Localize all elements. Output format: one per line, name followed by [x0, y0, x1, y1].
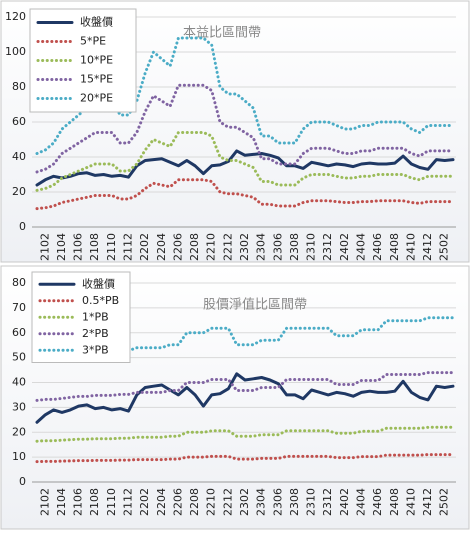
x-tick-label: 2308	[288, 233, 301, 261]
x-tick-label: 2306	[271, 233, 284, 261]
series-line	[35, 149, 455, 187]
x-tick-label: 2302	[238, 233, 251, 261]
y-tick-label: 40	[12, 376, 26, 389]
x-tick-label: 2110	[105, 488, 118, 516]
chart-title: 本益比區間帶	[183, 26, 261, 41]
y-tick-label: 50	[12, 351, 26, 364]
x-tick-label: 2202	[138, 488, 151, 516]
x-tick-label: 2406	[371, 233, 384, 261]
x-tick-label: 2312	[321, 488, 334, 516]
legend-label: 2*PB	[82, 327, 109, 340]
x-tick-label: 2408	[388, 233, 401, 261]
x-tick-label: 2502	[438, 488, 451, 516]
legend-label: 收盤價	[80, 15, 113, 29]
x-tick-label: 2302	[238, 488, 251, 516]
y-tick-label: 70	[12, 301, 26, 314]
x-tick-label: 2310	[305, 233, 318, 261]
x-tick-label: 2208	[188, 233, 201, 261]
x-tick-label: 2210	[205, 488, 218, 516]
x-tick-label: 2306	[271, 488, 284, 516]
legend-label: 3*PB	[82, 343, 109, 356]
x-tick-label: 2108	[88, 488, 101, 516]
x-tick-label: 2410	[404, 488, 417, 516]
legend-label: 5*PE	[80, 35, 106, 48]
x-tick-label: 2404	[354, 233, 367, 261]
x-tick-label: 2108	[88, 233, 101, 261]
y-tick-label: 60	[12, 115, 26, 128]
y-tick-label: 120	[5, 10, 26, 23]
x-tick-label: 2410	[404, 233, 417, 261]
y-tick-label: 0	[19, 475, 26, 488]
x-tick-label: 2402	[338, 488, 351, 516]
legend-label: 15*PE	[80, 73, 113, 86]
x-tick-label: 2404	[354, 488, 367, 516]
x-tick-label: 2104	[55, 233, 68, 261]
x-tick-label: 2408	[388, 488, 401, 516]
x-tick-label: 2308	[288, 488, 301, 516]
x-tick-label: 2206	[171, 488, 184, 516]
x-tick-label: 2208	[188, 488, 201, 516]
chart-title: 股價淨值比區間帶	[203, 297, 307, 313]
x-tick-label: 2106	[72, 488, 85, 516]
x-tick-label: 2106	[72, 233, 85, 261]
legend-label: 1*PB	[82, 310, 109, 323]
x-tick-label: 2110	[105, 233, 118, 261]
x-tick-label: 2210	[205, 233, 218, 261]
x-tick-label: 2202	[138, 233, 151, 261]
y-tick-label: 0	[19, 220, 26, 233]
series-line	[35, 453, 455, 464]
x-tick-label: 2406	[371, 488, 384, 516]
y-tick-label: 80	[12, 276, 26, 289]
x-tick-label: 2304	[255, 233, 268, 261]
legend-label: 20*PE	[80, 92, 113, 105]
y-tick-label: 20	[12, 425, 26, 438]
x-tick-label: 2212	[221, 488, 234, 516]
series-line	[35, 425, 455, 443]
series-line	[35, 371, 455, 402]
legend-label: 10*PE	[80, 54, 113, 67]
x-tick-label: 2502	[438, 233, 451, 261]
x-tick-label: 2112	[122, 233, 135, 261]
y-tick-label: 20	[12, 185, 26, 198]
y-tick-label: 30	[12, 400, 26, 413]
x-tick-label: 2212	[221, 233, 234, 261]
x-tick-label: 2310	[305, 488, 318, 516]
series-line	[35, 372, 455, 424]
legend-label: 收盤價	[82, 276, 115, 290]
y-tick-label: 80	[12, 80, 26, 93]
x-tick-label: 2102	[38, 233, 51, 261]
x-tick-label: 2402	[338, 233, 351, 261]
x-tick-label: 2304	[255, 488, 268, 516]
x-tick-label: 2206	[171, 233, 184, 261]
x-tick-label: 2412	[421, 488, 434, 516]
series-line	[35, 83, 455, 174]
x-tick-label: 2312	[321, 233, 334, 261]
series-line	[35, 131, 455, 192]
x-tick-label: 2112	[122, 488, 135, 516]
x-tick-label: 2204	[155, 488, 168, 516]
y-tick-label: 10	[12, 450, 26, 463]
y-tick-label: 60	[12, 326, 26, 339]
x-tick-label: 2204	[155, 233, 168, 261]
y-tick-label: 100	[5, 45, 26, 58]
x-tick-label: 2104	[55, 488, 68, 516]
x-tick-label: 2102	[38, 488, 51, 516]
x-tick-label: 2412	[421, 233, 434, 261]
legend-label: 0.5*PB	[82, 294, 119, 307]
y-tick-label: 40	[12, 150, 26, 163]
